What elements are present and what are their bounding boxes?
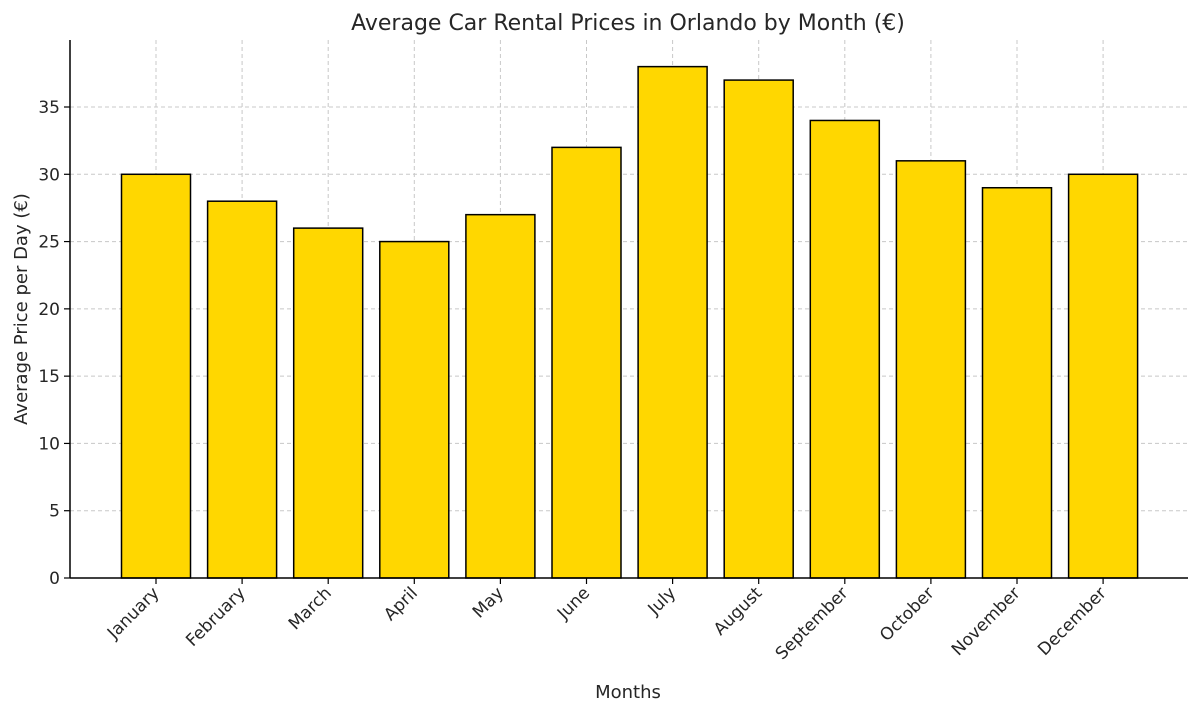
bar-may: [465, 213, 536, 579]
x-axis-label: Months: [595, 682, 661, 703]
y-tick-label: 25: [38, 233, 60, 253]
bars: [120, 65, 1139, 579]
y-tick-label: 20: [38, 300, 60, 320]
x-tick-label-march: March: [285, 583, 336, 634]
bar-september: [809, 119, 881, 579]
bar-february: [206, 200, 278, 579]
x-tick-label-june: June: [553, 583, 594, 624]
bar-march: [292, 227, 364, 579]
y-axis-label: Average Price per Day (€): [11, 193, 32, 425]
x-tick-label-september: September: [772, 583, 853, 664]
x-tick-label-november: November: [948, 583, 1025, 660]
x-tick-label-january: January: [103, 583, 163, 643]
bar-july: [637, 65, 708, 579]
bar-november: [981, 186, 1053, 579]
bar-october: [895, 160, 967, 579]
x-tick-label-december: December: [1034, 583, 1110, 659]
y-tick-label: 5: [49, 502, 60, 522]
x-tick-label-february: February: [182, 583, 249, 650]
bar-january: [120, 173, 192, 579]
x-tick-label-july: July: [644, 583, 680, 619]
bar-june: [551, 146, 622, 579]
bar-april: [379, 240, 450, 579]
x-tick-label-april: April: [380, 583, 422, 625]
chart-title: Average Car Rental Prices in Orlando by …: [351, 11, 905, 36]
bar-december: [1067, 173, 1139, 579]
x-tick-label-august: August: [710, 583, 766, 639]
y-tick-label: 35: [38, 98, 60, 118]
y-tick-label: 15: [38, 367, 60, 387]
x-tick-label-may: May: [469, 583, 508, 622]
y-tick-label: 0: [49, 569, 60, 589]
x-tick-label-october: October: [876, 583, 938, 645]
y-tick-label: 30: [38, 165, 60, 185]
bar-august: [723, 79, 794, 579]
y-tick-label: 10: [38, 434, 60, 454]
